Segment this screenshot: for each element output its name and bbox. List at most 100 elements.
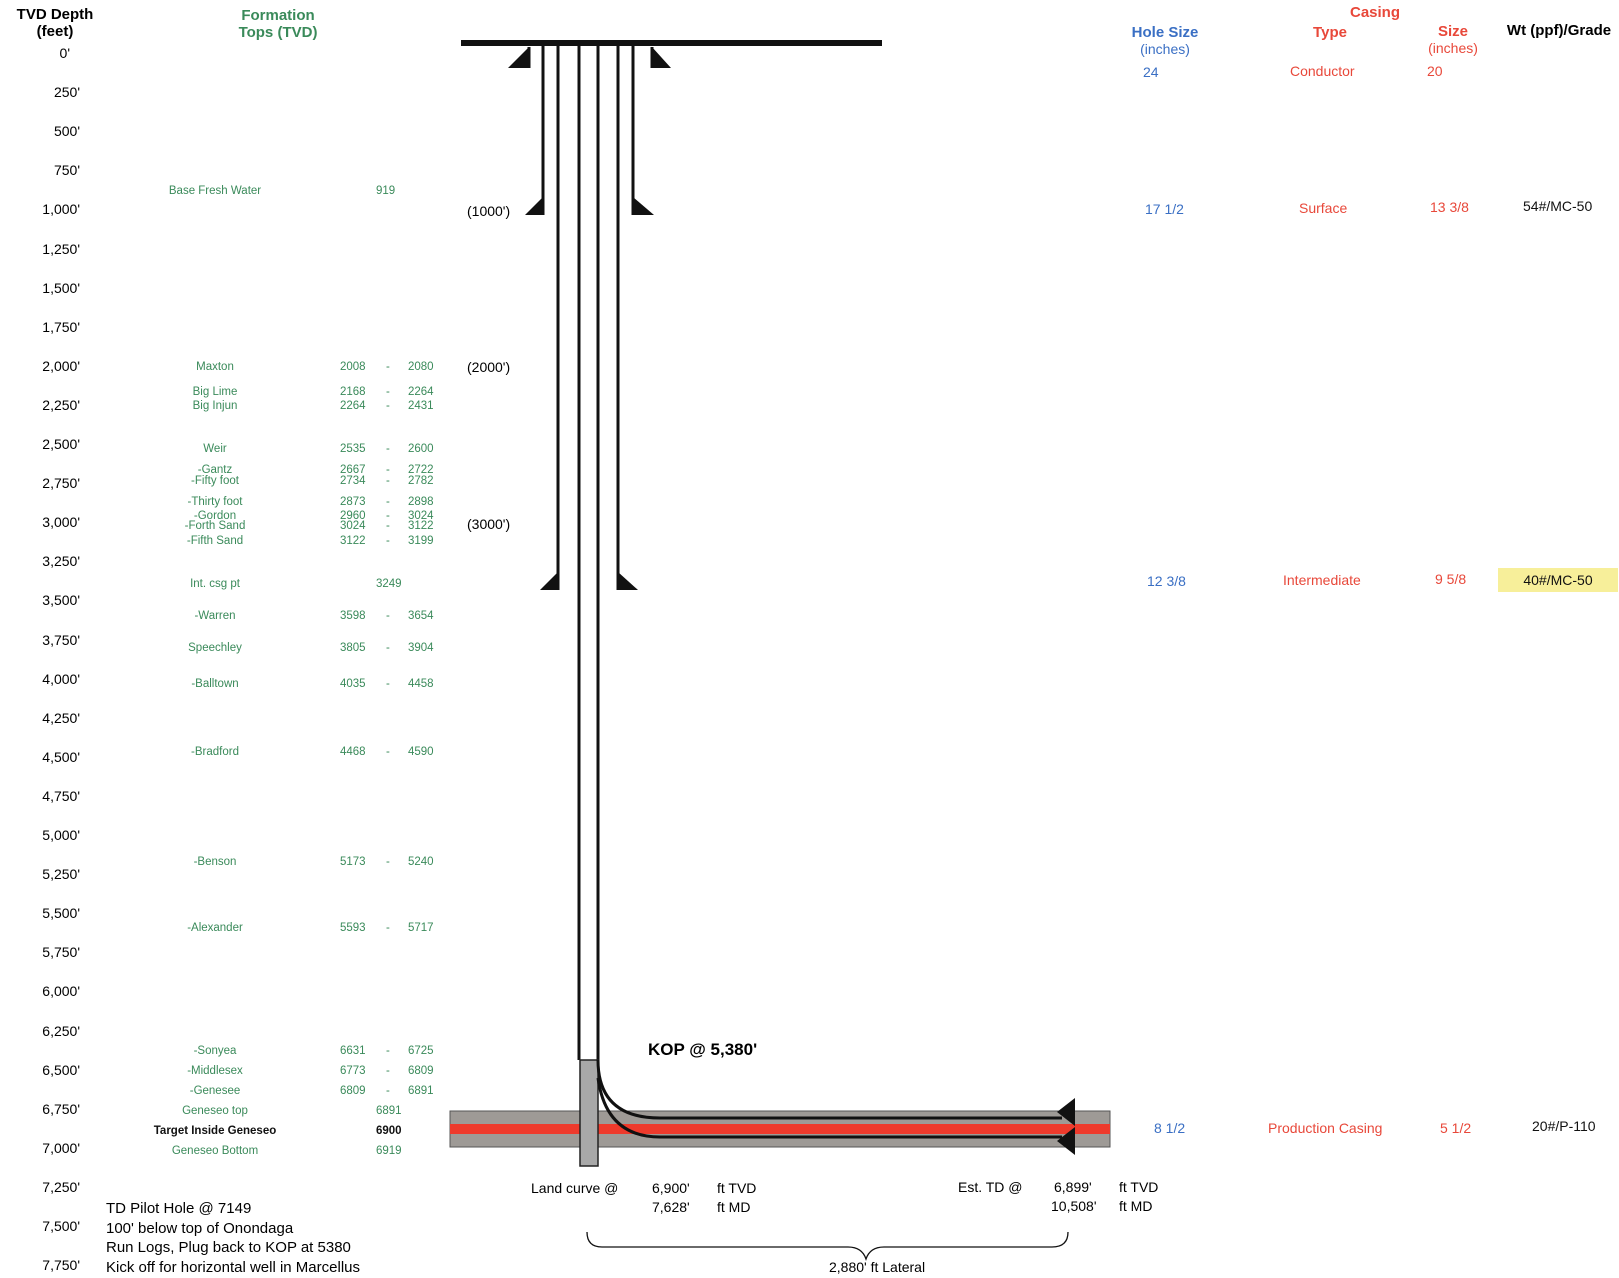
depth-tick-label: 0' — [59, 45, 70, 61]
td-arrow-upper — [1057, 1098, 1075, 1126]
depth-tick-label: 7,250' — [42, 1178, 80, 1195]
formation-top: 2960 — [340, 509, 366, 522]
formation-dash: - — [386, 856, 390, 869]
formation-top: 3122 — [340, 535, 366, 548]
depth-tick-label: 1,250' — [42, 240, 80, 257]
casing-type-conductor: Conductor — [1290, 63, 1355, 79]
est-td-label: Est. TD @ — [958, 1179, 1023, 1195]
formation-name: -Thirty foot — [187, 496, 243, 509]
hole-size-intermediate: 12 3/8 — [1147, 573, 1186, 589]
formation-dash: - — [386, 496, 390, 509]
formation-name: -Gantz — [197, 464, 233, 477]
depth-tick-label: 5,250' — [42, 866, 80, 883]
formation-top: 6891 — [376, 1105, 402, 1117]
formation-top: 2008 — [340, 361, 366, 374]
depth-tick-label: 3,500' — [42, 592, 80, 609]
formation-dash: - — [386, 1045, 390, 1057]
formation-top: 919 — [376, 185, 396, 197]
formation-bottom: 6891 — [408, 1085, 434, 1097]
formation-name: -Bradford — [191, 745, 239, 758]
formation-dash: - — [386, 678, 390, 691]
formation-name: -Balltown — [191, 678, 239, 691]
size-inches-label: (inches) — [1428, 40, 1478, 56]
formation-name: Big Injun — [192, 400, 238, 412]
land-md-value: 7,628' — [652, 1199, 690, 1215]
casing-type-intermediate: Intermediate — [1283, 572, 1361, 588]
formation-top: 2734 — [340, 474, 366, 487]
note-line: Run Logs, Plug back to KOP at 5380 — [106, 1239, 351, 1256]
lateral-length-label: 2,880' ft Lateral — [829, 1259, 926, 1275]
depth-tick-label: 2,500' — [42, 436, 80, 452]
size-header: Size (inches) — [1408, 23, 1498, 56]
casing-size-conductor: 20 — [1427, 63, 1443, 79]
depth-tick-label: 1,000' — [42, 201, 80, 218]
depth-tick-label: 7,750' — [42, 1257, 80, 1274]
formation-name: -Fifth Sand — [186, 535, 244, 548]
formation-bottom: 6809 — [408, 1065, 434, 1077]
depth-tick-label: 500' — [53, 123, 80, 140]
formation-dash: - — [386, 443, 390, 456]
land-tvd-unit: ft TVD — [717, 1180, 757, 1196]
lateral-length-brace — [586, 1231, 1069, 1262]
formation-top: 2535 — [340, 443, 366, 456]
depth-tick-label: 4,000' — [42, 670, 80, 687]
intermediate-shoe-right — [618, 572, 638, 590]
depth-tick-label: 3,250' — [42, 553, 80, 570]
formation-bottom: 3199 — [408, 535, 434, 548]
conductor-shoe-left — [508, 47, 529, 68]
formation-bottom: 2080 — [408, 361, 434, 374]
depth-tick-label: 1,750' — [42, 318, 80, 335]
depth-tick-label: 2,000' — [42, 357, 80, 374]
formation-bottom: 3024 — [408, 509, 434, 522]
formation-bottom: 6725 — [408, 1045, 434, 1057]
formation-dash: - — [386, 921, 390, 934]
conductor-shoe-right — [652, 47, 671, 68]
casing-grade-surface: 54#/MC-50 — [1523, 198, 1593, 214]
td-arrow-lower — [1057, 1127, 1075, 1155]
formation-bottom: 3654 — [408, 609, 434, 622]
depth-tick-label: 750' — [53, 162, 80, 179]
hole-size-surface: 17 1/2 — [1145, 201, 1184, 217]
formation-name: -Middlesex — [187, 1065, 243, 1077]
formation-top: 6919 — [376, 1145, 402, 1157]
formation-tops-header: Formation Tops (TVD) — [208, 7, 348, 41]
surface-shoe-left — [525, 197, 543, 215]
hole-size-conductor: 24 — [1143, 64, 1159, 80]
formation-top: 3024 — [340, 519, 366, 532]
formation-top: 3598 — [340, 609, 366, 622]
casing-size-production: 5 1/2 — [1440, 1120, 1472, 1136]
formation-name: Int. csg pt — [190, 578, 240, 590]
formation-name: Geneseo Bottom — [171, 1145, 259, 1157]
formation-bottom: 5717 — [408, 921, 434, 934]
formation-name: -Sonyea — [193, 1045, 237, 1057]
formation-name: Weir — [203, 443, 227, 456]
casing-size-surface: 13 3/8 — [1430, 199, 1469, 215]
hole-inches-label: (inches) — [1140, 41, 1190, 57]
formation-name: Big Lime — [192, 386, 238, 399]
depth-3000-label: (3000') — [467, 516, 511, 532]
casing-type-surface: Surface — [1299, 200, 1348, 216]
tvd-depth-header: TVD Depth (feet) — [10, 6, 100, 40]
formation-dash: - — [386, 745, 390, 758]
formation-name: Base Fresh Water — [168, 185, 262, 197]
depth-tick-label: 6,750' — [42, 1100, 80, 1117]
hole-size-label: Hole Size — [1131, 24, 1199, 41]
formation-bottom: 3122 — [408, 519, 434, 532]
formation-bottom: 3904 — [408, 642, 434, 655]
depth-tick-label: 6,000' — [42, 983, 80, 1000]
formation-top: 2168 — [340, 386, 366, 399]
formation-name: -Alexander — [187, 921, 243, 934]
formation-name: -Gordon — [193, 509, 237, 522]
intermediate-shoe-left — [540, 572, 558, 590]
formation-bottom: 4590 — [408, 745, 434, 758]
lateral-curve-lower — [596, 1077, 1062, 1139]
depth-tick-label: 5,500' — [42, 905, 80, 922]
depth-tick-label: 5,000' — [42, 827, 80, 843]
casing-header: Casing — [1349, 4, 1400, 21]
note-line: 100' below top of Onondaga — [106, 1219, 294, 1237]
formation-bottom: 2431 — [408, 400, 434, 412]
surface-depth-label: (1000') — [467, 203, 511, 219]
formation-name: Maxton — [196, 361, 234, 374]
depth-tick-label: 6,500' — [42, 1061, 80, 1078]
